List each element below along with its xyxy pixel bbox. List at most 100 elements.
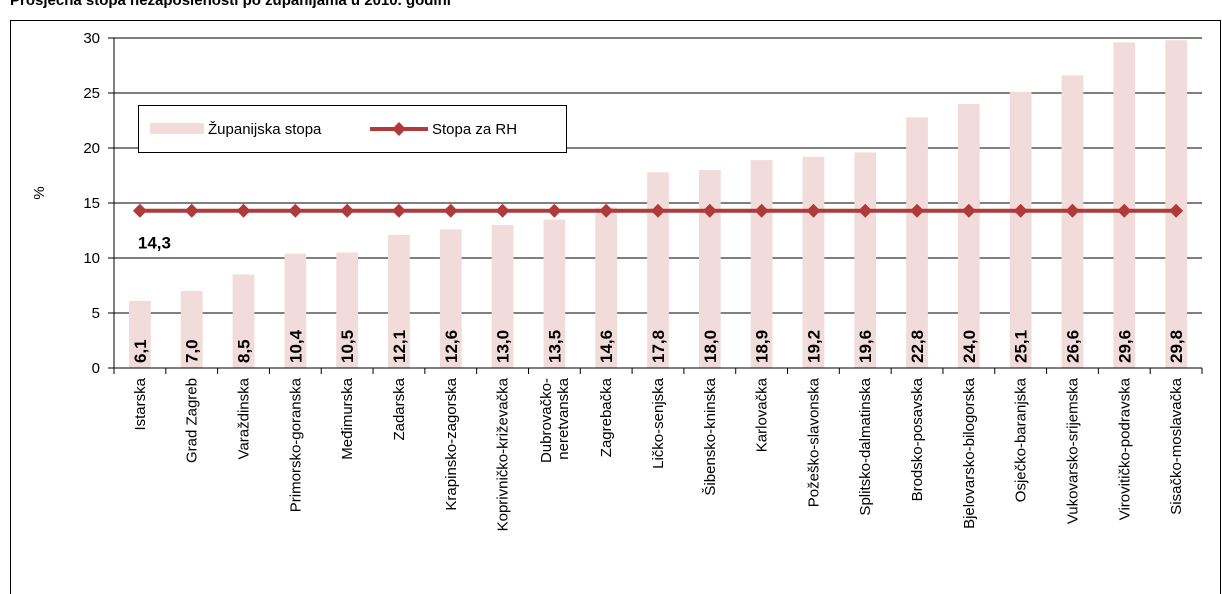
bar: [595, 207, 618, 368]
legend-label-zupanijska-stopa: Županijska stopa: [208, 121, 322, 138]
bar-data-label: 18,0: [701, 330, 720, 363]
x-category-label: Međimurska: [339, 377, 356, 459]
rh-marker: [547, 203, 562, 218]
x-category-label: Grad Zagreb: [184, 378, 201, 463]
bar-data-label: 17,8: [649, 330, 668, 363]
bar: [543, 219, 566, 368]
x-category-label: Ličko-senjska: [650, 377, 667, 469]
x-category-label: Dubrovačko-: [538, 378, 555, 463]
y-tick-label: 5: [92, 305, 100, 322]
bar-data-label: 25,1: [1012, 330, 1031, 363]
legend: Županijska stopa Stopa za RH: [138, 105, 567, 153]
rh-marker: [961, 203, 976, 218]
bar: [336, 252, 359, 368]
bar: [647, 172, 669, 368]
legend-swatch-zupanijska-stopa: [150, 123, 204, 134]
y-tick-label: 20: [83, 140, 100, 157]
bar: [491, 225, 514, 368]
x-category-label: Osječko-baranjska: [1013, 377, 1030, 502]
x-category-label: Virovitičko-podravska: [1116, 377, 1133, 520]
x-category-labels: Istarska Grad Zagreb Varaždinska Primorsko-…: [132, 377, 1185, 531]
rh-marker: [754, 203, 769, 218]
bar: [284, 253, 307, 368]
y-ticks: 0 5 10 15 20 25 30: [83, 30, 114, 377]
x-category-label: Krapinsko-zagorska: [443, 377, 460, 510]
rh-marker: [1065, 203, 1080, 218]
rh-marker: [1117, 203, 1132, 218]
x-category-label: Varaždinska: [236, 377, 253, 459]
bar: [180, 291, 203, 368]
x-category-label: Brodsko-posavska: [909, 377, 926, 501]
bar: [129, 300, 151, 368]
rh-marker: [806, 203, 821, 218]
legend-label-stopa-za-rh: Stopa za RH: [432, 121, 517, 138]
rh-marker: [651, 203, 665, 218]
rh-marker: [1013, 203, 1028, 218]
bar: [854, 152, 877, 368]
bar-data-label: 10,5: [338, 330, 357, 363]
rh-marker: [599, 203, 614, 218]
rh-marker: [443, 203, 458, 218]
data-labels: 6,1 7,0 8,5 10,4 10,5 12,1 12,6 13,0 13,5 14,6 17,…: [131, 329, 1186, 363]
rh-marker: [858, 203, 873, 218]
rh-marker: [910, 203, 925, 218]
bar-data-label: 14,6: [597, 330, 616, 363]
legend-marker-stopa-za-rh: [392, 122, 406, 136]
bar-data-label: 13,5: [545, 330, 564, 363]
bar: [698, 170, 721, 368]
x-category-label: Zadarska: [391, 377, 408, 440]
bar-data-label: 29,6: [1115, 330, 1134, 363]
x-category-label: Istarska: [132, 377, 149, 430]
rh-marker: [184, 203, 199, 218]
rh-marker: [1169, 203, 1184, 218]
bar-data-label: 13,0: [494, 330, 513, 363]
rh-marker: [391, 203, 406, 218]
bar: [906, 117, 928, 368]
bar-data-label: 7,0: [183, 339, 202, 363]
y-axis-label: %: [31, 186, 48, 199]
bar: [1009, 91, 1032, 369]
bar: [1061, 75, 1084, 369]
y-tick-label: 25: [83, 85, 100, 102]
bar-data-label: 19,2: [804, 330, 823, 363]
x-category-label: neretvanska: [555, 377, 572, 459]
bar-data-label: 10,4: [286, 329, 305, 363]
x-category-label: Požeško-slavonska: [805, 377, 822, 507]
y-tick-label: 30: [83, 30, 100, 47]
x-category-label: Sisačko-moslavačka: [1168, 377, 1185, 514]
x-category-label: Vukovarsko-srijemska: [1064, 377, 1081, 524]
bar-data-label: 22,8: [908, 330, 927, 363]
bar-data-label: 18,9: [753, 330, 772, 363]
x-category-label: Šibensko-kninska: [702, 377, 719, 495]
x-category-label: Zagrebačka: [598, 377, 615, 457]
bar: [232, 274, 255, 368]
bar: [388, 234, 410, 368]
legend-box: [138, 105, 567, 153]
bar-data-label: 12,1: [390, 330, 409, 363]
bar-data-label: 6,1: [131, 339, 150, 363]
bar-data-label: 8,5: [235, 339, 254, 363]
x-category-label: Splitsko-dalmatinska: [857, 377, 874, 515]
rh-marker: [340, 203, 355, 218]
bar-data-label: 26,6: [1063, 330, 1082, 363]
bar: [957, 104, 980, 368]
page-title: Prosječna stopa nezaposlenosti po župani…: [10, 0, 451, 9]
bar-data-label: 29,8: [1167, 330, 1186, 363]
y-tick-label: 0: [92, 360, 100, 377]
y-tick-label: 15: [83, 195, 100, 212]
x-category-label: Primorsko-goranska: [287, 377, 304, 512]
bar: [439, 229, 462, 368]
rh-marker: [288, 203, 303, 218]
bar-data-label: 19,6: [856, 330, 875, 363]
x-category-label: Karlovačka: [754, 377, 771, 452]
rh-data-label: 14,3: [138, 234, 171, 253]
bars: [129, 40, 1187, 369]
bar-data-label: 12,6: [442, 330, 461, 363]
rh-marker: [702, 203, 717, 218]
x-category-label: Bjelovarsko-bilogorska: [961, 377, 978, 529]
y-tick-label: 10: [83, 250, 100, 267]
rh-marker: [495, 203, 510, 218]
rh-marker: [236, 203, 251, 218]
rh-marker: [132, 203, 147, 218]
